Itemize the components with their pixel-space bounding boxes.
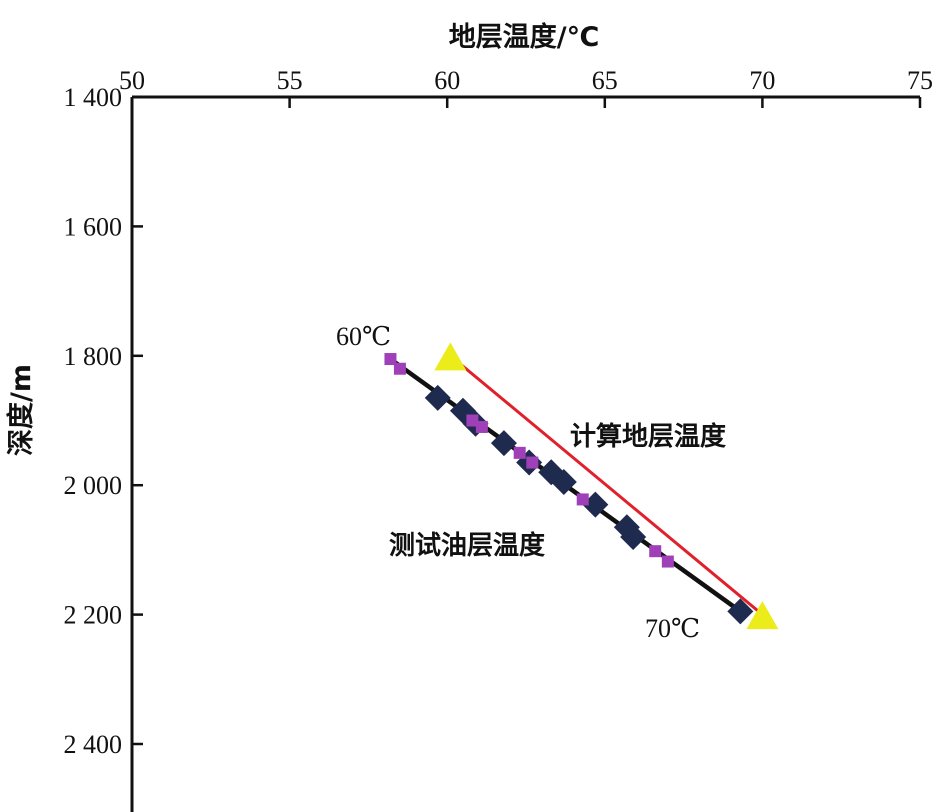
y-tick-label: 1 400 <box>64 83 123 112</box>
x-tick-label: 75 <box>907 66 933 95</box>
diamond-point <box>490 430 517 457</box>
x-tick-label: 65 <box>592 66 618 95</box>
test-temperature-label: 测试油层温度 <box>389 530 545 561</box>
x-axis-title: 地层温度/℃ <box>449 21 600 53</box>
square-point <box>649 545 662 558</box>
series-markers <box>384 342 779 630</box>
diamond-point <box>727 598 754 625</box>
calculated-temperature-line <box>449 354 764 616</box>
ticks: 50 55 60 65 70 75 1 400 1 600 1 800 2 000 2 200 2 4… <box>64 66 933 759</box>
x-tick-label: 50 <box>119 66 145 95</box>
y-tick-label: 2 000 <box>64 471 123 500</box>
diamond-point <box>582 491 609 518</box>
triangle-point <box>746 601 779 630</box>
label-70c: 70℃ <box>645 614 700 643</box>
x-tick-label: 55 <box>277 66 303 95</box>
square-point <box>393 362 406 375</box>
square-point <box>513 446 526 459</box>
diamond-point <box>620 523 647 550</box>
square-point <box>526 456 539 469</box>
y-axis-title: 深度/m <box>5 364 37 456</box>
square-point <box>475 420 488 433</box>
y-tick-label: 2 400 <box>64 730 123 759</box>
diamond-point <box>550 468 577 495</box>
square-point <box>384 353 397 366</box>
label-60c: 60℃ <box>336 322 391 351</box>
y-tick-label: 2 200 <box>64 601 123 630</box>
axes <box>130 95 920 812</box>
y-tick-label: 1 600 <box>64 212 123 241</box>
x-tick-label: 60 <box>434 66 460 95</box>
square-point <box>661 555 674 568</box>
calc-temperature-label: 计算地层温度 <box>570 421 726 452</box>
y-tick-label: 1 800 <box>64 342 123 371</box>
square-point <box>466 414 479 427</box>
triangle-point <box>434 342 467 371</box>
x-tick-label: 70 <box>749 66 775 95</box>
diamond-point <box>424 384 451 411</box>
square-point <box>576 493 589 506</box>
